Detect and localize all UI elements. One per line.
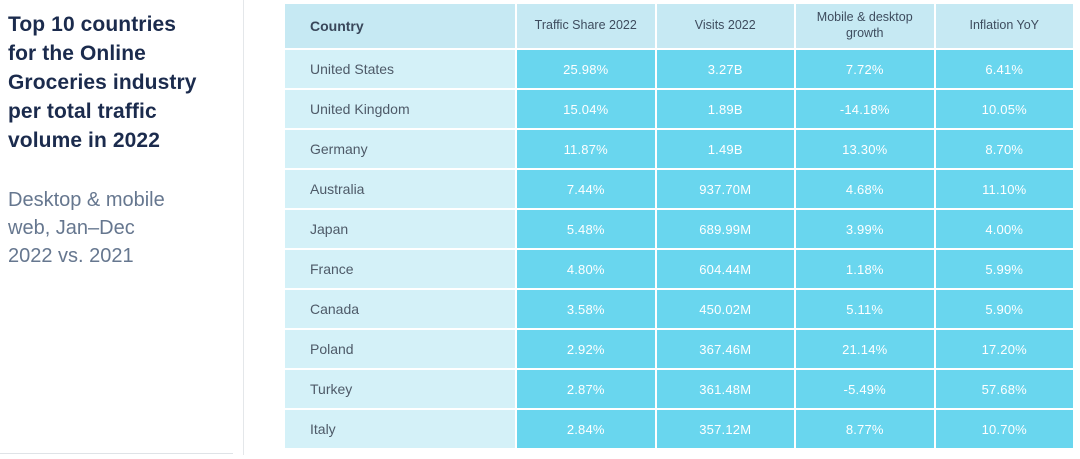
cell-growth: 7.72% [796, 50, 934, 88]
table-row: France 4.80% 604.44M 1.18% 5.99% [285, 250, 1073, 288]
cell-country: United Kingdom [285, 90, 515, 128]
cell-country: Japan [285, 210, 515, 248]
cell-visits: 367.46M [656, 330, 794, 368]
cell-country: Germany [285, 130, 515, 168]
table-row: United Kingdom 15.04% 1.89B -14.18% 10.0… [285, 90, 1073, 128]
cell-country: Australia [285, 170, 515, 208]
cell-inflation: 17.20% [935, 330, 1073, 368]
cell-traffic-share: 3.58% [517, 290, 655, 328]
cell-inflation: 6.41% [935, 50, 1073, 88]
cell-inflation: 5.99% [935, 250, 1073, 288]
header-visits: Visits 2022 [656, 4, 794, 48]
table-row: United States 25.98% 3.27B 7.72% 6.41% [285, 50, 1073, 88]
table-row: Germany 11.87% 1.49B 13.30% 8.70% [285, 130, 1073, 168]
cell-visits: 3.27B [656, 50, 794, 88]
header-traffic-share: Traffic Share 2022 [517, 4, 655, 48]
table-row: Poland 2.92% 367.46M 21.14% 17.20% [285, 330, 1073, 368]
data-table: Country Traffic Share 2022 Visits 2022 M… [285, 4, 1073, 448]
cell-traffic-share: 5.48% [517, 210, 655, 248]
cell-inflation: 8.70% [935, 130, 1073, 168]
cell-visits: 450.02M [656, 290, 794, 328]
cell-traffic-share: 15.04% [517, 90, 655, 128]
cell-growth: 4.68% [796, 170, 934, 208]
cell-growth: 3.99% [796, 210, 934, 248]
header-growth: Mobile & desktop growth [796, 4, 934, 48]
vertical-divider [243, 0, 244, 455]
table-row: Canada 3.58% 450.02M 5.11% 5.90% [285, 290, 1073, 328]
cell-traffic-share: 2.92% [517, 330, 655, 368]
cell-traffic-share: 2.84% [517, 410, 655, 448]
cell-country: Italy [285, 410, 515, 448]
cell-country: Turkey [285, 370, 515, 408]
left-panel: Top 10 countries for the Online Grocerie… [8, 10, 218, 270]
cell-visits: 937.70M [656, 170, 794, 208]
table-header-row: Country Traffic Share 2022 Visits 2022 M… [285, 4, 1073, 48]
cell-visits: 604.44M [656, 250, 794, 288]
cell-inflation: 5.90% [935, 290, 1073, 328]
cell-traffic-share: 4.80% [517, 250, 655, 288]
table-row: Italy 2.84% 357.12M 8.77% 10.70% [285, 410, 1073, 448]
cell-growth: -14.18% [796, 90, 934, 128]
cell-visits: 357.12M [656, 410, 794, 448]
cell-growth: 1.18% [796, 250, 934, 288]
cell-growth: 13.30% [796, 130, 934, 168]
cell-country: France [285, 250, 515, 288]
cell-growth: 21.14% [796, 330, 934, 368]
cell-visits: 1.49B [656, 130, 794, 168]
cell-growth: -5.49% [796, 370, 934, 408]
cell-traffic-share: 25.98% [517, 50, 655, 88]
header-country: Country [285, 4, 515, 48]
header-inflation: Inflation YoY [935, 4, 1073, 48]
table-row: Turkey 2.87% 361.48M -5.49% 57.68% [285, 370, 1073, 408]
footer-divider [0, 453, 233, 454]
page-title: Top 10 countries for the Online Grocerie… [8, 13, 197, 152]
cell-country: Poland [285, 330, 515, 368]
cell-inflation: 11.10% [935, 170, 1073, 208]
cell-visits: 361.48M [656, 370, 794, 408]
cell-traffic-share: 2.87% [517, 370, 655, 408]
table-row: Australia 7.44% 937.70M 4.68% 11.10% [285, 170, 1073, 208]
cell-visits: 689.99M [656, 210, 794, 248]
cell-country: Canada [285, 290, 515, 328]
cell-traffic-share: 7.44% [517, 170, 655, 208]
cell-inflation: 10.70% [935, 410, 1073, 448]
table-row: Japan 5.48% 689.99M 3.99% 4.00% [285, 210, 1073, 248]
cell-inflation: 4.00% [935, 210, 1073, 248]
cell-growth: 5.11% [796, 290, 934, 328]
page-subtitle: Desktop & mobile web, Jan–Dec 2022 vs. 2… [8, 189, 165, 267]
cell-traffic-share: 11.87% [517, 130, 655, 168]
cell-inflation: 10.05% [935, 90, 1073, 128]
cell-inflation: 57.68% [935, 370, 1073, 408]
cell-growth: 8.77% [796, 410, 934, 448]
cell-visits: 1.89B [656, 90, 794, 128]
cell-country: United States [285, 50, 515, 88]
